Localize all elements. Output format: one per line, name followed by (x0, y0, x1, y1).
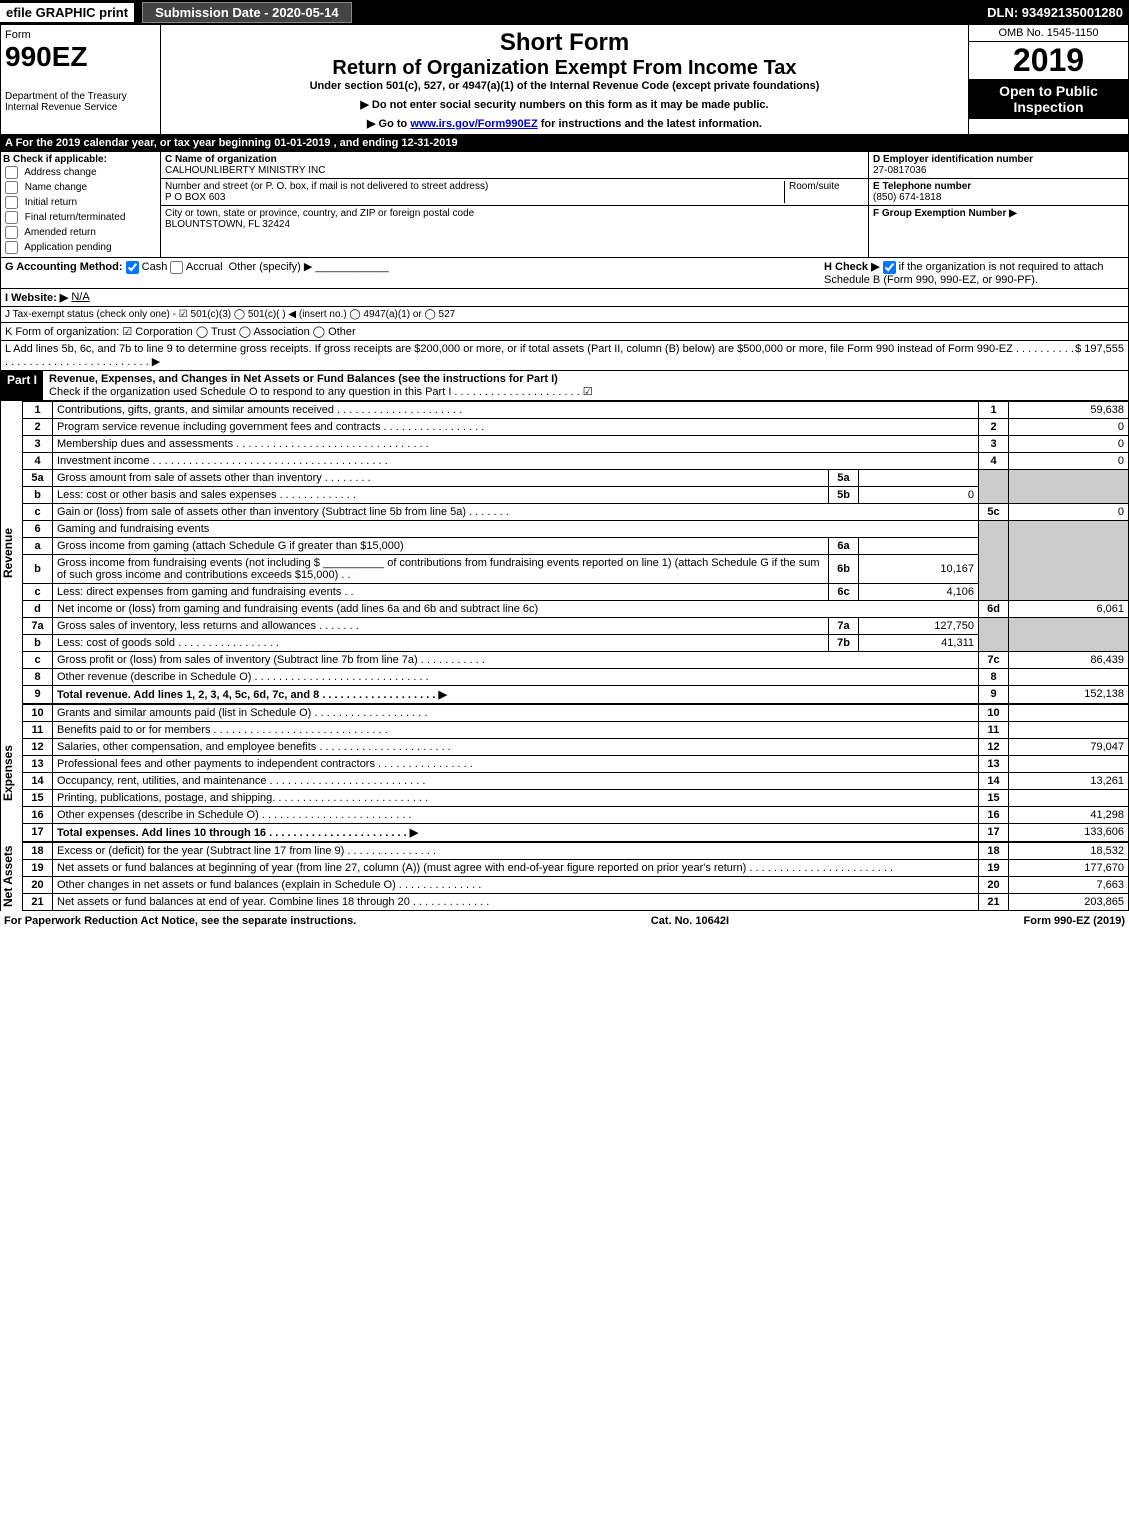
net-assets-label: Net Assets (0, 842, 22, 911)
telephone: (850) 674-1818 (873, 192, 941, 203)
form-label: Form (5, 29, 156, 41)
chk-name-change[interactable]: Name change (3, 180, 158, 195)
page-footer: For Paperwork Reduction Act Notice, see … (0, 911, 1129, 931)
form-header: Form 990EZ Department of the Treasury In… (0, 24, 1129, 135)
chk-application-pending[interactable]: Application pending (3, 240, 158, 255)
top-bar: efile GRAPHIC print Submission Date - 20… (0, 0, 1129, 24)
row-k: K Form of organization: ☑ Corporation ◯ … (0, 323, 1129, 341)
efile-label[interactable]: efile GRAPHIC print (0, 3, 134, 22)
dln: DLN: 93492135001280 (987, 5, 1129, 20)
part-i-header: Part I Revenue, Expenses, and Changes in… (0, 371, 1129, 401)
h-label: H Check ▶ (824, 261, 880, 273)
line-1: 1Contributions, gifts, grants, and simil… (23, 401, 1129, 418)
chk-address-change[interactable]: Address change (3, 165, 158, 180)
goto-pre: ▶ Go to (367, 118, 410, 130)
expenses-label: Expenses (0, 704, 22, 842)
line-19: 19Net assets or fund balances at beginni… (23, 859, 1129, 876)
part-i-check: Check if the organization used Schedule … (49, 386, 593, 398)
entity-block: B Check if applicable: Address change Na… (0, 152, 1129, 258)
line-17: 17Total expenses. Add lines 10 through 1… (23, 823, 1129, 841)
net-assets-section: Net Assets 18Excess or (deficit) for the… (0, 842, 1129, 911)
line-13: 13Professional fees and other payments t… (23, 755, 1129, 772)
line-5b: bLess: cost or other basis and sales exp… (23, 486, 1129, 503)
b-label: B Check if applicable: (3, 154, 158, 165)
line-12: 12Salaries, other compensation, and empl… (23, 738, 1129, 755)
street-label: Number and street (or P. O. box, if mail… (165, 181, 488, 192)
line-6d: dNet income or (loss) from gaming and fu… (23, 600, 1129, 617)
line-4: 4Investment income . . . . . . . . . . .… (23, 452, 1129, 469)
footer-right: Form 990-EZ (2019) (1024, 915, 1125, 927)
line-8: 8Other revenue (describe in Schedule O) … (23, 668, 1129, 685)
line-16: 16Other expenses (describe in Schedule O… (23, 806, 1129, 823)
line-9: 9Total revenue. Add lines 1, 2, 3, 4, 5c… (23, 685, 1129, 703)
line-6a: aGross income from gaming (attach Schedu… (23, 537, 1129, 554)
footer-left: For Paperwork Reduction Act Notice, see … (4, 915, 356, 927)
line-15: 15Printing, publications, postage, and s… (23, 789, 1129, 806)
part-i-title: Revenue, Expenses, and Changes in Net As… (49, 373, 558, 385)
tax-year: 2019 (969, 42, 1128, 79)
submission-date: Submission Date - 2020-05-14 (142, 2, 352, 23)
line-11: 11Benefits paid to or for members . . . … (23, 721, 1129, 738)
irs-link[interactable]: www.irs.gov/Form990EZ (410, 118, 537, 130)
row-i: I Website: ▶ N/A (0, 289, 1129, 307)
line-10: 10Grants and similar amounts paid (list … (23, 704, 1129, 721)
line-7b: bLess: cost of goods sold . . . . . . . … (23, 634, 1129, 651)
c-label: C Name of organization (165, 154, 277, 165)
line-7a: 7aGross sales of inventory, less returns… (23, 617, 1129, 634)
footer-mid: Cat. No. 10642I (651, 915, 729, 927)
chk-cash[interactable] (126, 261, 139, 274)
city-label: City or town, state or province, country… (165, 208, 474, 219)
chk-schedule-b[interactable] (883, 261, 896, 274)
chk-final-return[interactable]: Final return/terminated (3, 210, 158, 225)
line-a: A For the 2019 calendar year, or tax yea… (0, 135, 1129, 152)
revenue-label: Revenue (0, 401, 22, 704)
ssn-notice: ▶ Do not enter social security numbers o… (165, 98, 964, 111)
city: BLOUNTSTOWN, FL 32424 (165, 219, 290, 230)
expenses-section: Expenses 10Grants and similar amounts pa… (0, 704, 1129, 842)
org-name: CALHOUNLIBERTY MINISTRY INC (165, 165, 325, 176)
street: P O BOX 603 (165, 192, 225, 203)
l-text: L Add lines 5b, 6c, and 7b to line 9 to … (5, 343, 1075, 368)
l-val: $ 197,555 (1075, 343, 1124, 368)
line-20: 20Other changes in net assets or fund ba… (23, 876, 1129, 893)
line-7c: cGross profit or (loss) from sales of in… (23, 651, 1129, 668)
line-6: 6Gaming and fundraising events (23, 520, 1129, 537)
d-label: D Employer identification number (873, 154, 1033, 165)
g-label: G Accounting Method: (5, 261, 123, 273)
line-2: 2Program service revenue including gover… (23, 418, 1129, 435)
dept-label: Department of the Treasury (5, 91, 156, 102)
line-6b: bGross income from fundraising events (n… (23, 554, 1129, 583)
under-section: Under section 501(c), 527, or 4947(a)(1)… (165, 80, 964, 92)
irs-label: Internal Revenue Service (5, 102, 156, 113)
line-18: 18Excess or (deficit) for the year (Subt… (23, 842, 1129, 859)
line-14: 14Occupancy, rent, utilities, and mainte… (23, 772, 1129, 789)
chk-initial-return[interactable]: Initial return (3, 195, 158, 210)
short-form-title: Short Form (165, 29, 964, 57)
row-l: L Add lines 5b, 6c, and 7b to line 9 to … (0, 341, 1129, 371)
ein: 27-0817036 (873, 165, 926, 176)
room-suite-label: Room/suite (784, 181, 864, 203)
part-i-label: Part I (1, 371, 43, 400)
goto-notice: ▶ Go to www.irs.gov/Form990EZ for instru… (165, 117, 964, 130)
form-number: 990EZ (5, 41, 156, 73)
line-3: 3Membership dues and assessments . . . .… (23, 435, 1129, 452)
row-g-h: G Accounting Method: Cash Accrual Other … (0, 258, 1129, 289)
goto-post: for instructions and the latest informat… (538, 118, 762, 130)
omb-number: OMB No. 1545-1150 (969, 25, 1128, 42)
website: N/A (71, 291, 89, 304)
line-5a: 5aGross amount from sale of assets other… (23, 469, 1129, 486)
return-title: Return of Organization Exempt From Incom… (165, 57, 964, 80)
i-label: I Website: ▶ (5, 291, 68, 304)
open-to-public: Open to Public Inspection (969, 79, 1128, 119)
e-label: E Telephone number (873, 181, 971, 192)
chk-accrual[interactable] (170, 261, 183, 274)
f-label: F Group Exemption Number ▶ (873, 208, 1017, 219)
line-5c: cGain or (loss) from sale of assets othe… (23, 503, 1129, 520)
line-6c: cLess: direct expenses from gaming and f… (23, 583, 1129, 600)
row-j: J Tax-exempt status (check only one) - ☑… (0, 307, 1129, 323)
chk-amended-return[interactable]: Amended return (3, 225, 158, 240)
line-21: 21Net assets or fund balances at end of … (23, 893, 1129, 910)
revenue-section: Revenue 1Contributions, gifts, grants, a… (0, 401, 1129, 704)
